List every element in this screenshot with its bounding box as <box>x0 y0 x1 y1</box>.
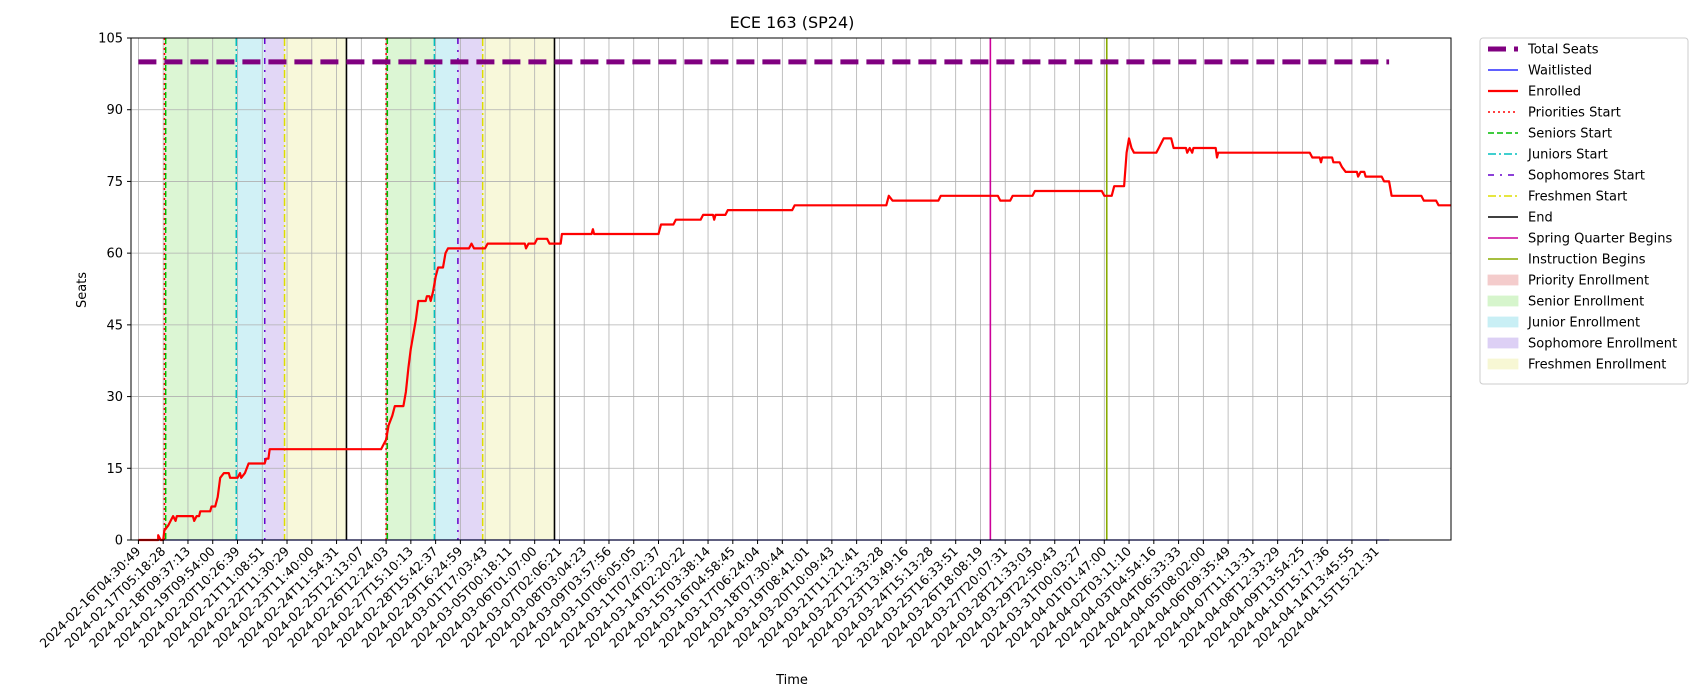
y-tick-label: 75 <box>106 175 123 190</box>
legend: Total Seats Waitlisted Enrolled Priorities … <box>1479 37 1689 385</box>
legend-label: End <box>1528 211 1553 226</box>
plot-frame <box>130 37 1452 541</box>
x-axis-label: Time <box>775 673 808 688</box>
legend-swatch <box>1487 316 1519 328</box>
legend-label: Freshmen Start <box>1528 190 1627 205</box>
y-tick-label: 60 <box>106 247 123 262</box>
legend-label: Waitlisted <box>1528 64 1592 79</box>
sophomore-enrollment-span <box>264 38 285 540</box>
y-tick-label: 0 <box>115 534 123 549</box>
legend-label: Seniors Start <box>1528 127 1612 142</box>
freshmen-enrollment-span <box>284 38 347 540</box>
sophomore-enrollment-span <box>457 38 483 540</box>
y-tick-label: 30 <box>106 390 123 405</box>
legend-label: Junior Enrollment <box>1527 316 1640 331</box>
chart-title: ECE 163 (SP24) <box>730 13 855 32</box>
legend-label: Total Seats <box>1527 43 1599 58</box>
junior-enrollment-span <box>236 38 265 540</box>
legend-swatch <box>1487 358 1519 370</box>
legend-label: Sophomores Start <box>1528 169 1645 184</box>
legend-label: Priority Enrollment <box>1528 274 1649 289</box>
y-tick-label: 15 <box>106 462 123 477</box>
legend-label: Juniors Start <box>1527 148 1608 163</box>
freshmen-enrollment-span <box>482 38 555 540</box>
legend-swatch <box>1487 274 1519 286</box>
senior-enrollment-span <box>165 38 237 540</box>
legend-label: Spring Quarter Begins <box>1528 232 1672 247</box>
legend-label: Freshmen Enrollment <box>1528 358 1666 373</box>
legend-label: Priorities Start <box>1528 106 1621 121</box>
legend-label: Instruction Begins <box>1528 253 1646 268</box>
legend-label: Senior Enrollment <box>1528 295 1644 310</box>
legend-swatch <box>1487 337 1519 349</box>
legend-box <box>1479 37 1689 385</box>
legend-label: Sophomore Enrollment <box>1528 337 1677 352</box>
series-enrolled <box>138 137 1451 542</box>
junior-enrollment-span <box>434 38 458 540</box>
y-axis-label: Seats <box>75 272 90 308</box>
legend-swatch <box>1487 295 1519 307</box>
y-tick-label: 90 <box>106 103 123 118</box>
y-tick-label: 45 <box>106 318 123 333</box>
legend-label: Enrolled <box>1528 85 1581 100</box>
y-tick-label: 105 <box>98 32 123 47</box>
